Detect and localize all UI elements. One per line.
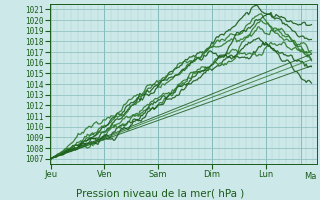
Text: Ma: Ma: [304, 172, 317, 181]
Text: Pression niveau de la mer( hPa ): Pression niveau de la mer( hPa ): [76, 188, 244, 198]
